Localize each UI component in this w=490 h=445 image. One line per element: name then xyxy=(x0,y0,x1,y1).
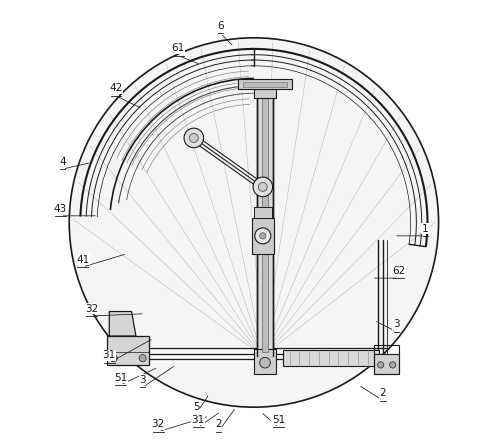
Circle shape xyxy=(110,355,117,362)
Circle shape xyxy=(69,38,439,407)
Circle shape xyxy=(189,134,198,142)
Circle shape xyxy=(260,233,266,239)
Text: 62: 62 xyxy=(392,266,405,276)
FancyBboxPatch shape xyxy=(107,336,149,365)
Text: 6: 6 xyxy=(217,21,224,31)
Text: 31: 31 xyxy=(192,415,205,425)
Text: 51: 51 xyxy=(114,373,127,383)
FancyBboxPatch shape xyxy=(257,80,273,356)
Text: 61: 61 xyxy=(172,44,185,53)
Circle shape xyxy=(255,228,271,244)
Circle shape xyxy=(378,362,384,368)
Text: 43: 43 xyxy=(54,204,67,214)
Text: 41: 41 xyxy=(76,255,89,265)
Text: 5: 5 xyxy=(193,402,199,412)
FancyBboxPatch shape xyxy=(254,80,276,98)
Circle shape xyxy=(139,355,146,362)
Circle shape xyxy=(260,357,270,368)
Circle shape xyxy=(253,177,272,197)
Circle shape xyxy=(390,362,396,368)
FancyBboxPatch shape xyxy=(374,354,398,374)
Text: 3: 3 xyxy=(393,320,400,329)
FancyBboxPatch shape xyxy=(243,82,287,87)
Text: 32: 32 xyxy=(85,304,98,314)
Text: 51: 51 xyxy=(272,415,285,425)
Text: 4: 4 xyxy=(59,157,66,167)
Text: 2: 2 xyxy=(380,388,386,398)
Circle shape xyxy=(258,182,267,191)
Text: 42: 42 xyxy=(109,84,122,93)
FancyBboxPatch shape xyxy=(252,218,274,254)
FancyBboxPatch shape xyxy=(283,350,378,366)
Polygon shape xyxy=(109,312,136,336)
Circle shape xyxy=(184,128,204,148)
Text: 3: 3 xyxy=(139,375,146,385)
Text: 1: 1 xyxy=(422,224,429,234)
FancyBboxPatch shape xyxy=(254,349,276,374)
Text: 2: 2 xyxy=(215,420,221,429)
Text: 31: 31 xyxy=(102,351,116,360)
FancyBboxPatch shape xyxy=(262,85,268,352)
Text: 32: 32 xyxy=(151,420,165,429)
FancyBboxPatch shape xyxy=(254,207,271,218)
FancyBboxPatch shape xyxy=(238,79,292,89)
